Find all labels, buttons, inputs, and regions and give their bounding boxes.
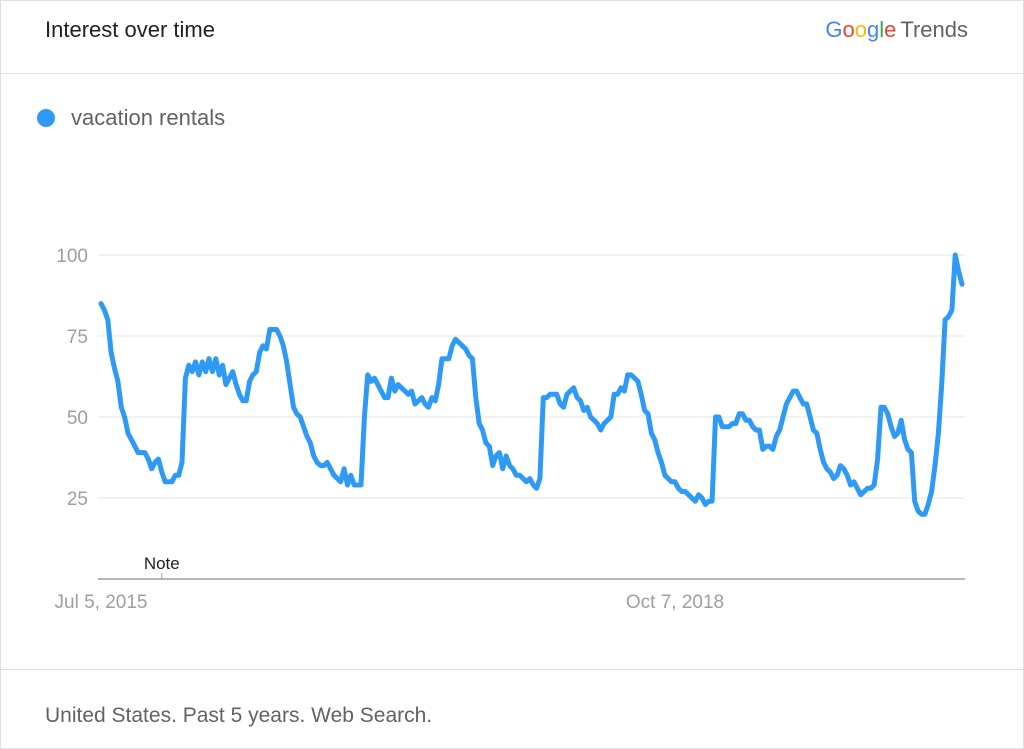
logo-letter: G bbox=[825, 17, 843, 42]
y-tick-label: 50 bbox=[67, 408, 88, 429]
y-tick-label: 100 bbox=[56, 246, 88, 267]
x-tick-label: Oct 7, 2018 bbox=[626, 592, 724, 613]
legend-dot-icon bbox=[37, 109, 55, 127]
x-tick-label: Jul 5, 2015 bbox=[55, 592, 148, 613]
card-header: Interest over time Google Trends bbox=[1, 1, 1023, 74]
chart-legend[interactable]: vacation rentals bbox=[37, 105, 225, 131]
chart-title: Interest over time bbox=[45, 17, 215, 42]
series-line-vacation-rentals bbox=[98, 252, 965, 517]
logo-trends-word: Trends bbox=[900, 17, 968, 42]
footer-caption: United States. Past 5 years. Web Search. bbox=[45, 704, 433, 727]
logo-letter: l bbox=[879, 17, 885, 42]
y-tick-label: 25 bbox=[67, 489, 88, 510]
y-tick-label: 75 bbox=[67, 327, 88, 348]
annotation-note: Note bbox=[144, 554, 180, 573]
logo-letter: g bbox=[866, 17, 880, 42]
legend-label: vacation rentals bbox=[71, 105, 226, 130]
logo-letter: o bbox=[854, 17, 867, 42]
card-footer: United States. Past 5 years. Web Search. bbox=[1, 669, 1023, 749]
logo-letter: o bbox=[842, 17, 855, 42]
logo-letter: e bbox=[884, 17, 897, 42]
google-trends-logo[interactable]: Google Trends bbox=[825, 17, 968, 43]
